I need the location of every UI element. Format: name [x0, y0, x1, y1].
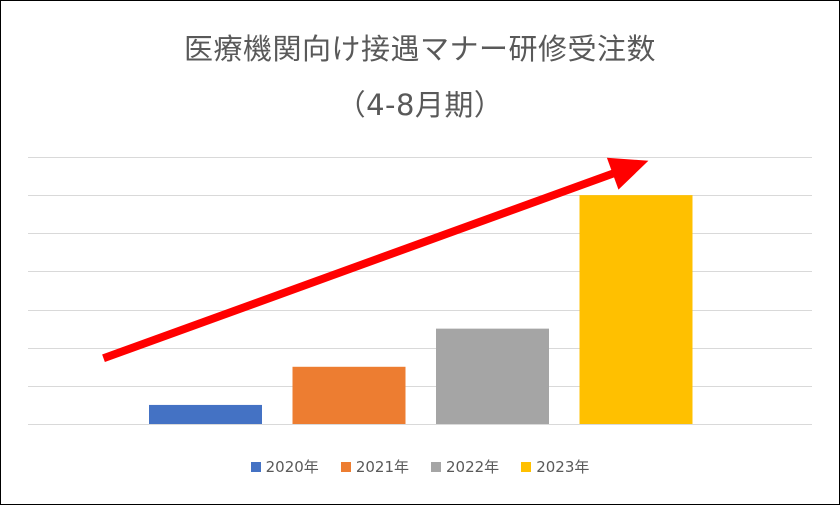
legend-item: 2022年: [431, 456, 499, 477]
legend: 2020年 2021年 2022年 2023年: [0, 456, 840, 477]
trend-arrow-head: [606, 157, 649, 190]
bars: [149, 195, 693, 424]
bar-2: [292, 366, 406, 424]
trend-arrow-shaft: [102, 169, 616, 363]
legend-swatch: [340, 461, 351, 472]
legend-label: 2020年: [265, 458, 319, 476]
bar-3: [436, 328, 549, 424]
trend-arrow: [102, 157, 649, 363]
legend-item: 2020年: [250, 456, 319, 477]
legend-label: 2022年: [446, 458, 500, 476]
gridlines: [28, 157, 812, 425]
chart-title: 医療機関向け接遇マナー研修受注数: [183, 32, 656, 66]
legend-item: 2021年: [340, 456, 409, 477]
legend-label: 2021年: [355, 458, 409, 476]
chart-subtitle: （4-8月期）: [336, 88, 504, 122]
legend-swatch: [431, 461, 441, 472]
legend-swatch: [521, 461, 532, 472]
legend-swatch: [250, 461, 261, 472]
bar-1: [149, 404, 262, 424]
legend-item: 2023年: [521, 456, 589, 477]
legend-label: 2023年: [536, 458, 590, 476]
bar-4: [579, 195, 693, 424]
